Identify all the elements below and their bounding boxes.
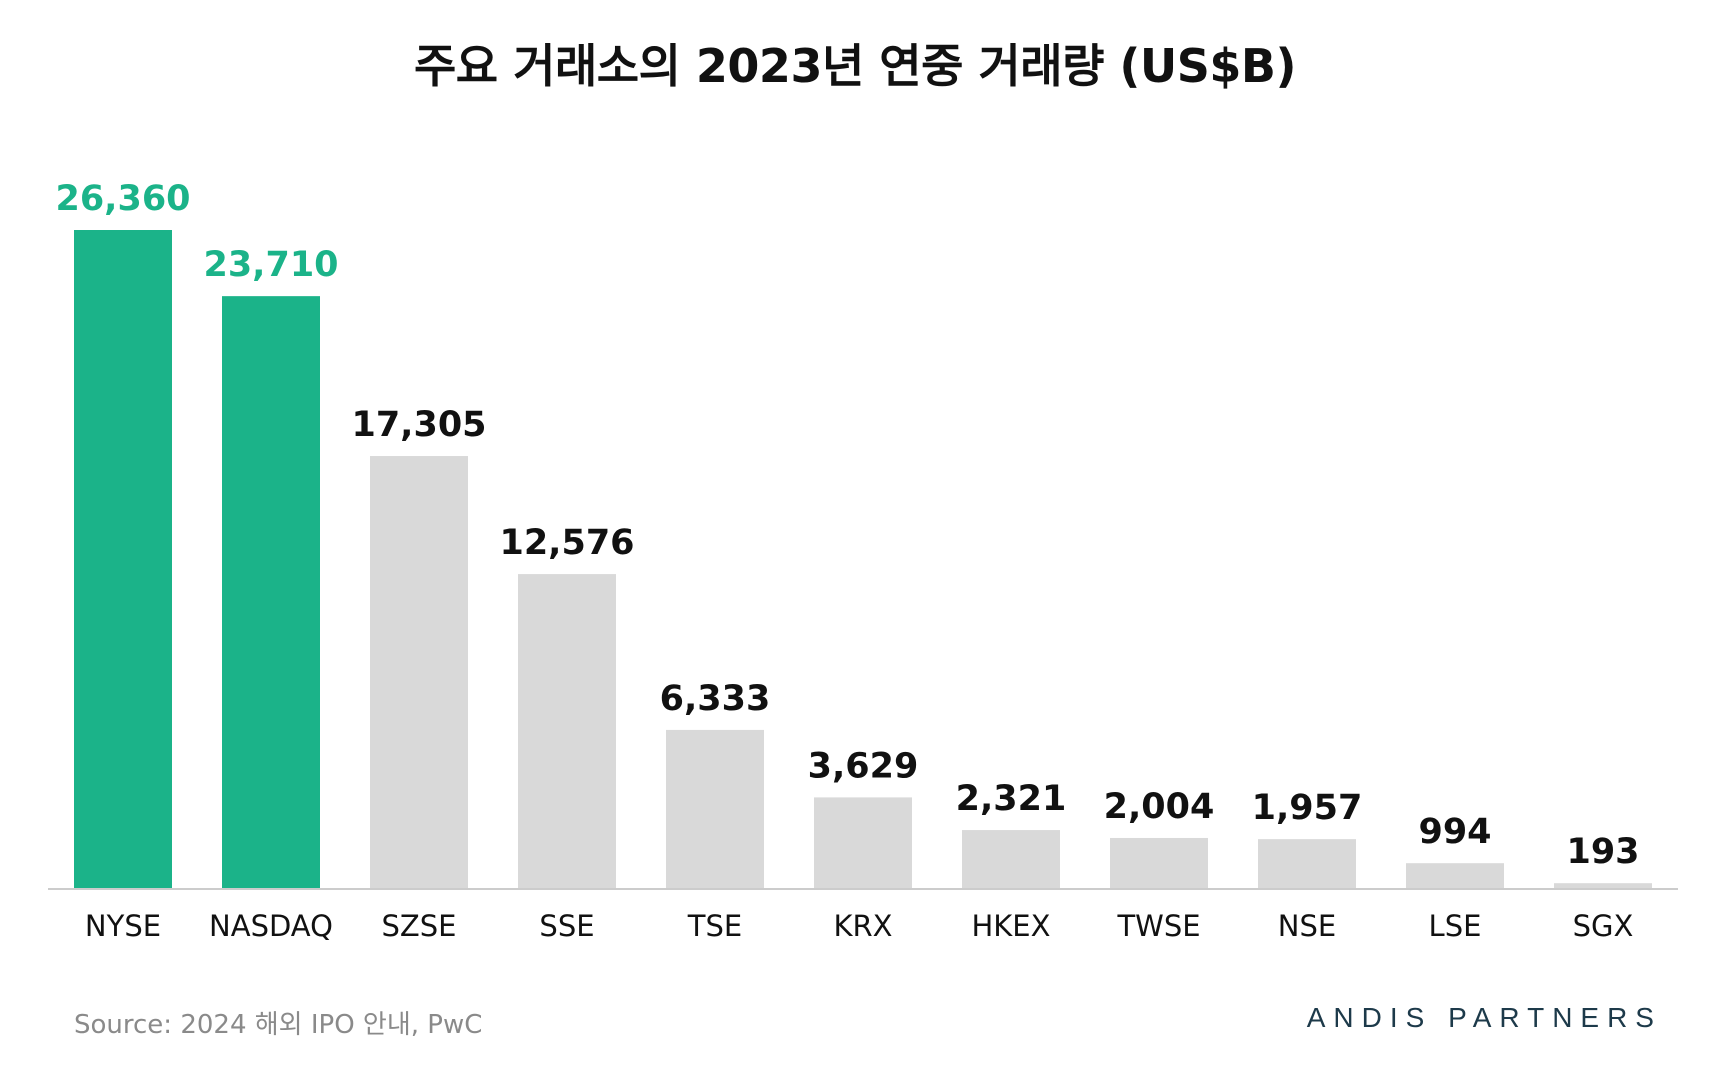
value-label-nyse: 26,360 [55,179,190,219]
bar-nse [1258,839,1356,888]
category-label-sgx: SGX [1573,909,1634,943]
bar-twse [1110,837,1208,888]
category-label-nasdaq: NASDAQ [209,909,333,943]
category-label-krx: KRX [833,909,892,943]
category-label-nse: NSE [1278,909,1336,943]
value-label-sse: 12,576 [499,523,634,563]
value-label-twse: 2,004 [1104,787,1215,827]
category-label-tse: TSE [687,909,742,943]
value-label-krx: 3,629 [808,746,919,786]
chart-title: 주요 거래소의 2023년 연중 거래량 (US$B) [413,39,1297,93]
value-label-nse: 1,957 [1252,788,1363,828]
value-label-hkex: 2,321 [956,779,1067,819]
source-note: Source: 2024 해외 IPO 안내, PwC [74,1010,483,1040]
category-label-szse: SZSE [381,909,456,943]
category-label-lse: LSE [1429,909,1482,943]
category-label-sse: SSE [539,909,594,943]
value-label-nasdaq: 23,710 [203,245,338,285]
bar-lse [1406,863,1504,888]
brand-logo-text: ANDIS PARTNERS [1306,1002,1662,1033]
value-label-lse: 994 [1418,812,1491,852]
category-label-nyse: NYSE [85,909,161,943]
bar-szse [370,456,468,888]
value-label-sgx: 193 [1566,832,1639,872]
bar-nyse [74,230,172,888]
bar-sgx [1554,883,1652,888]
bar-hkex [962,830,1060,888]
bar-nasdaq [222,296,320,888]
category-label-hkex: HKEX [971,909,1050,943]
value-label-tse: 6,333 [660,679,771,719]
value-label-szse: 17,305 [351,405,486,445]
bar-krx [814,797,912,888]
bar-sse [518,574,616,888]
bar-tse [666,729,764,888]
category-label-twse: TWSE [1116,909,1200,943]
